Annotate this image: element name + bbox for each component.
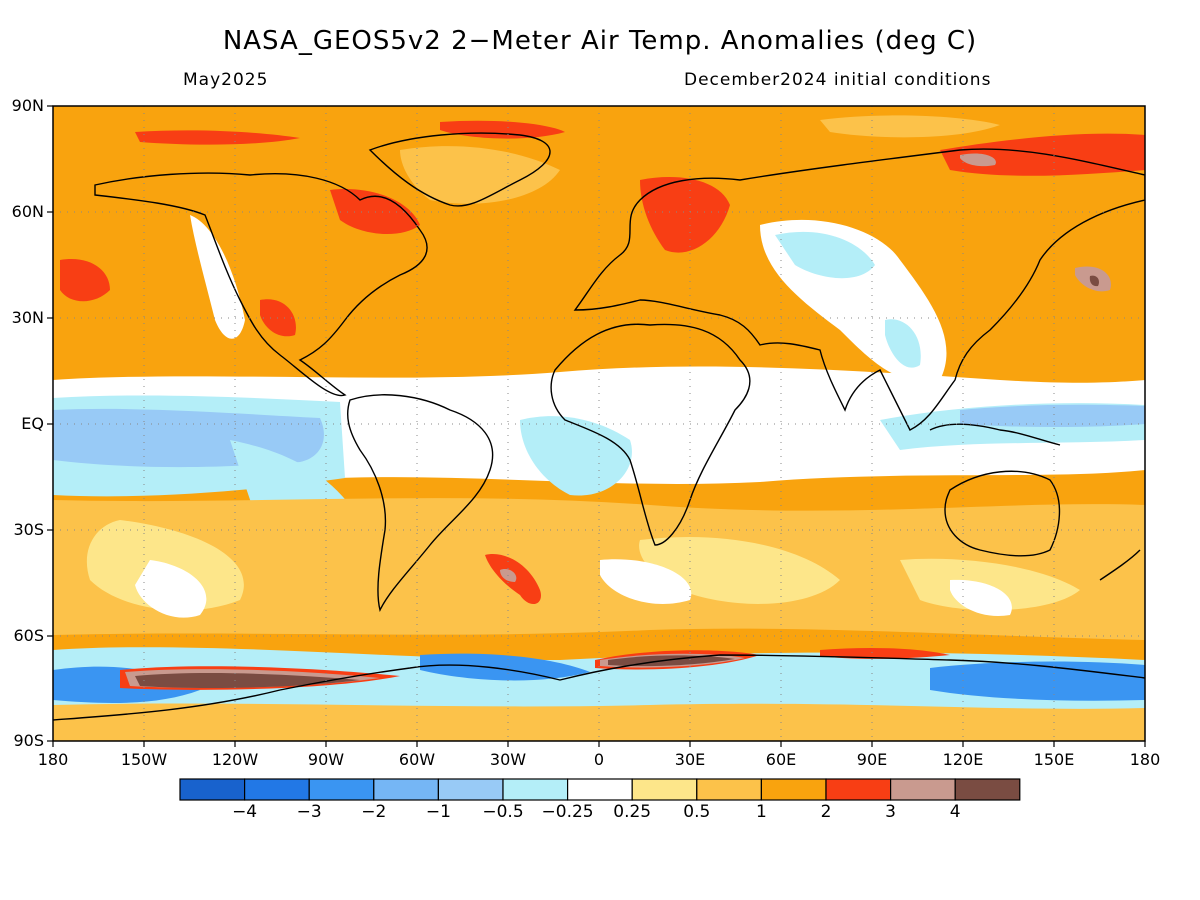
colorbar-swatch [760,778,827,801]
lon-label-180w: 180 [37,750,69,769]
gridlines [53,106,1145,741]
colorbar-tick-label: 3 [885,802,896,822]
lon-label-0: 0 [593,750,605,769]
colorbar-swatch [502,778,569,801]
colorbar-tick-label: −4 [232,802,258,822]
colorbar-tick-label: 1 [755,802,767,822]
axis-ticks [47,105,1146,747]
field-arctic-light [400,115,1000,204]
colorbar-tick-label: 0.5 [683,802,711,822]
colorbar-swatch [373,778,439,801]
lat-label-eq: EQ [21,414,44,433]
lon-label-90w: 90W [307,750,345,769]
colorbar-swatch [179,778,246,801]
map-title: NASA_GEOS5v2 2−Meter Air Temp. Anomalies… [222,26,978,56]
colorbar-tick-label: −0.5 [482,802,524,822]
colorbar-tick-label: 4 [949,802,961,822]
colorbar-swatch [825,778,892,801]
lon-label-120w: 120W [211,750,259,769]
colorbar-swatch [631,778,698,801]
colorbar-tick-label: 2 [820,802,832,822]
lon-label-180e: 180 [1129,750,1161,769]
lat-label-60s: 60S [13,626,44,645]
colorbar-tick-label: −0.25 [541,802,594,822]
lat-label-30s: 30S [13,520,44,539]
lon-label-60w: 60W [398,750,436,769]
colorbar-swatch [308,778,375,801]
lon-label-90e: 90E [856,750,888,769]
lat-label-60n: 60N [11,202,44,221]
lat-label-90n: 90N [11,96,44,115]
colorbar-swatch [889,778,956,801]
colorbar [179,778,1021,801]
field-na-west-cool [190,215,245,339]
field-asia-cool-core [775,231,921,368]
initial-conditions: December2024 initial conditions [684,70,992,90]
lon-label-150e: 150E [1033,750,1075,769]
colorbar-swatch [244,778,310,801]
colorbar-swatch [954,778,1021,801]
coastlines [53,132,1145,721]
colorbar-tick-label: 0.25 [613,802,652,822]
field-antarctic-cool-core [53,653,1145,703]
lat-label-90s: 90S [13,731,44,750]
colorbar-swatch [437,778,504,801]
field-indian-cool-core [960,404,1145,427]
lon-label-30w: 30W [489,750,527,769]
colorbar-swatch [566,778,633,801]
lon-label-150w: 150W [120,750,168,769]
forecast-month: May2025 [183,70,269,90]
lat-label-30n: 30N [11,308,44,327]
lon-label-60e: 60E [765,750,797,769]
colorbar-tick-label: −2 [361,802,387,822]
lon-label-30e: 30E [674,750,706,769]
lon-label-120e: 120E [942,750,984,769]
colorbar-tick-label: −1 [425,802,451,822]
colorbar-swatch [696,778,762,801]
colorbar-tick-label: −3 [296,802,322,822]
